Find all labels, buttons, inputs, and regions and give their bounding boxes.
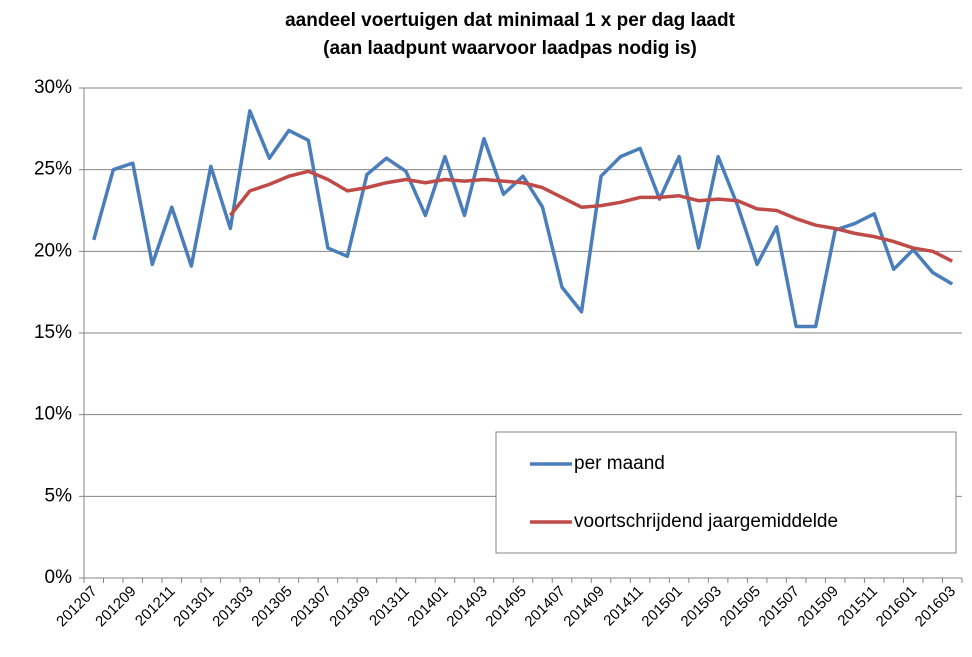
y-tick-label: 5% — [45, 485, 73, 506]
line-series — [92, 109, 954, 329]
x-tick-label: 201401 — [404, 583, 451, 630]
x-tick-label: 201411 — [600, 583, 647, 630]
x-tick-label: 201405 — [482, 583, 529, 630]
x-tick-label: 201303 — [209, 583, 256, 630]
x-tick-label: 201207 — [53, 583, 100, 630]
legend-label: voortschrijdend jaargemiddelde — [574, 511, 838, 532]
x-tick-label: 201309 — [326, 583, 373, 630]
x-tick-label: 201407 — [521, 583, 568, 630]
x-tick-label: 201603 — [912, 583, 959, 630]
x-tick-label: 201301 — [170, 583, 217, 630]
x-tick-label: 201511 — [834, 583, 881, 630]
chart-title: aandeel voertuigen dat minimaal 1 x per … — [285, 10, 735, 31]
y-tick-label: 10% — [34, 404, 72, 425]
y-tick-label: 30% — [34, 77, 72, 98]
x-tick-label: 201307 — [287, 583, 334, 630]
line-series — [228, 169, 954, 263]
x-tick-label: 201505 — [717, 583, 764, 630]
x-tick-label: 201509 — [795, 583, 842, 630]
x-tick-label: 201503 — [678, 583, 725, 630]
chart-title: (aan laadpunt waarvoor laadpas nodig is) — [323, 38, 697, 59]
x-tick-label: 201305 — [248, 583, 295, 630]
legend-box — [495, 431, 957, 554]
y-tick-label: 0% — [45, 567, 73, 588]
x-tick-label: 201209 — [92, 583, 139, 630]
x-tick-label: 201403 — [443, 583, 490, 630]
x-tick-label: 201601 — [873, 583, 920, 630]
x-tick-label: 201507 — [756, 583, 803, 630]
x-tick-label: 201211 — [132, 583, 179, 630]
x-tick-label: 201409 — [560, 583, 607, 630]
y-tick-label: 25% — [34, 159, 72, 180]
y-tick-label: 20% — [34, 240, 72, 261]
legend-label: per maand — [574, 453, 665, 474]
y-tick-label: 15% — [34, 322, 72, 343]
x-tick-label: 201311 — [366, 583, 413, 630]
x-tick-label: 201501 — [638, 583, 685, 630]
